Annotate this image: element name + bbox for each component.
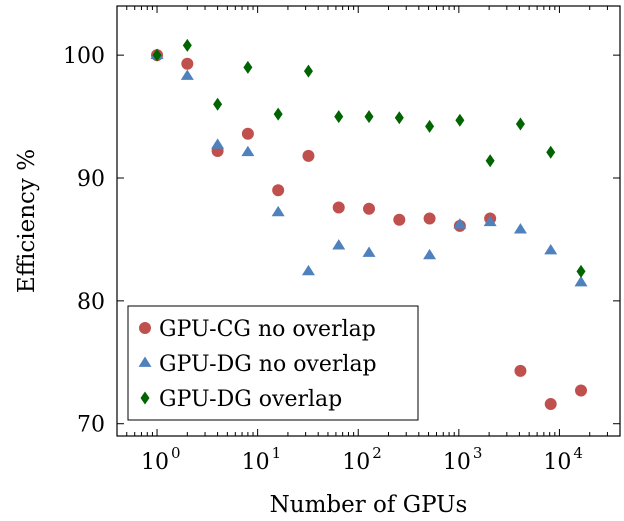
point-gpu-dg-overlap (394, 111, 404, 125)
point-gpu-cg-no-overlap (544, 398, 557, 411)
point-gpu-dg-overlap (546, 145, 556, 159)
point-gpu-dg-no-overlap (241, 145, 255, 157)
x-tick-label-exponent: 1 (272, 444, 282, 462)
x-tick-label-exponent: 4 (573, 444, 583, 462)
x-tick-label: 10 (342, 450, 370, 475)
point-gpu-dg-no-overlap (211, 138, 225, 149)
point-gpu-cg-no-overlap (514, 364, 527, 377)
point-gpu-cg-no-overlap (423, 212, 436, 225)
point-gpu-dg-no-overlap (513, 223, 527, 234)
point-gpu-cg-no-overlap (363, 202, 376, 215)
point-gpu-dg-no-overlap (362, 246, 376, 257)
y-axis-title: Efficiency % (14, 149, 40, 293)
point-gpu-dg-overlap (455, 113, 465, 127)
x-tick-label: 10 (443, 450, 471, 475)
x-tick-label-exponent: 0 (171, 444, 181, 462)
point-gpu-cg-no-overlap (302, 149, 315, 162)
point-gpu-dg-overlap (303, 64, 313, 78)
legend-marker (138, 356, 152, 367)
point-gpu-dg-no-overlap (574, 275, 588, 287)
point-gpu-dg-overlap (213, 97, 223, 111)
legend-box (127, 305, 419, 421)
point-gpu-dg-overlap (576, 264, 586, 278)
point-gpu-dg-no-overlap (483, 215, 497, 227)
point-gpu-dg-no-overlap (180, 69, 194, 80)
point-gpu-dg-overlap (515, 117, 525, 131)
x-axis-title: Number of GPUs (270, 492, 468, 518)
y-tick-label: 80 (77, 290, 105, 315)
x-tick-label-exponent: 2 (372, 444, 382, 462)
point-gpu-cg-no-overlap (272, 184, 285, 197)
point-gpu-cg-no-overlap (241, 127, 254, 140)
point-gpu-dg-overlap (334, 110, 344, 124)
x-tick-label-exponent: 3 (473, 444, 483, 462)
x-tick-label: 10 (242, 450, 270, 475)
legend-label: GPU-CG no overlap (159, 317, 376, 342)
axis-ticks (116, 6, 621, 436)
legend-label: GPU-DG no overlap (159, 352, 377, 377)
legend-marker (140, 391, 150, 405)
y-tick-label: 70 (77, 413, 105, 438)
point-gpu-dg-no-overlap (271, 205, 285, 217)
point-gpu-dg-overlap (182, 38, 192, 52)
plot-frame (116, 5, 621, 437)
point-gpu-dg-no-overlap (544, 243, 558, 255)
point-gpu-cg-no-overlap (181, 57, 194, 70)
point-gpu-dg-overlap (485, 154, 495, 168)
point-gpu-cg-no-overlap (575, 384, 588, 397)
y-tick-label: 90 (77, 167, 105, 192)
point-gpu-dg-no-overlap (332, 239, 346, 250)
point-gpu-cg-no-overlap (393, 213, 406, 226)
legend-marker (139, 322, 151, 334)
data-points (150, 38, 588, 411)
x-tick-label: 10 (543, 450, 571, 475)
y-tick-label: 100 (63, 44, 105, 69)
point-gpu-dg-no-overlap (423, 248, 437, 260)
legend-label: GPU-DG overlap (159, 387, 342, 412)
point-gpu-dg-overlap (364, 110, 374, 124)
point-gpu-dg-overlap (243, 60, 253, 74)
point-gpu-dg-overlap (152, 48, 162, 62)
legend: GPU-CG no overlap GPU-DG no overlap GPU-DG… (127, 305, 419, 421)
point-gpu-dg-overlap (425, 119, 435, 133)
x-tick-label: 10 (141, 450, 169, 475)
point-gpu-dg-overlap (273, 107, 283, 121)
point-gpu-cg-no-overlap (332, 201, 345, 214)
point-gpu-dg-no-overlap (301, 264, 315, 276)
point-gpu-dg-no-overlap (453, 218, 467, 229)
